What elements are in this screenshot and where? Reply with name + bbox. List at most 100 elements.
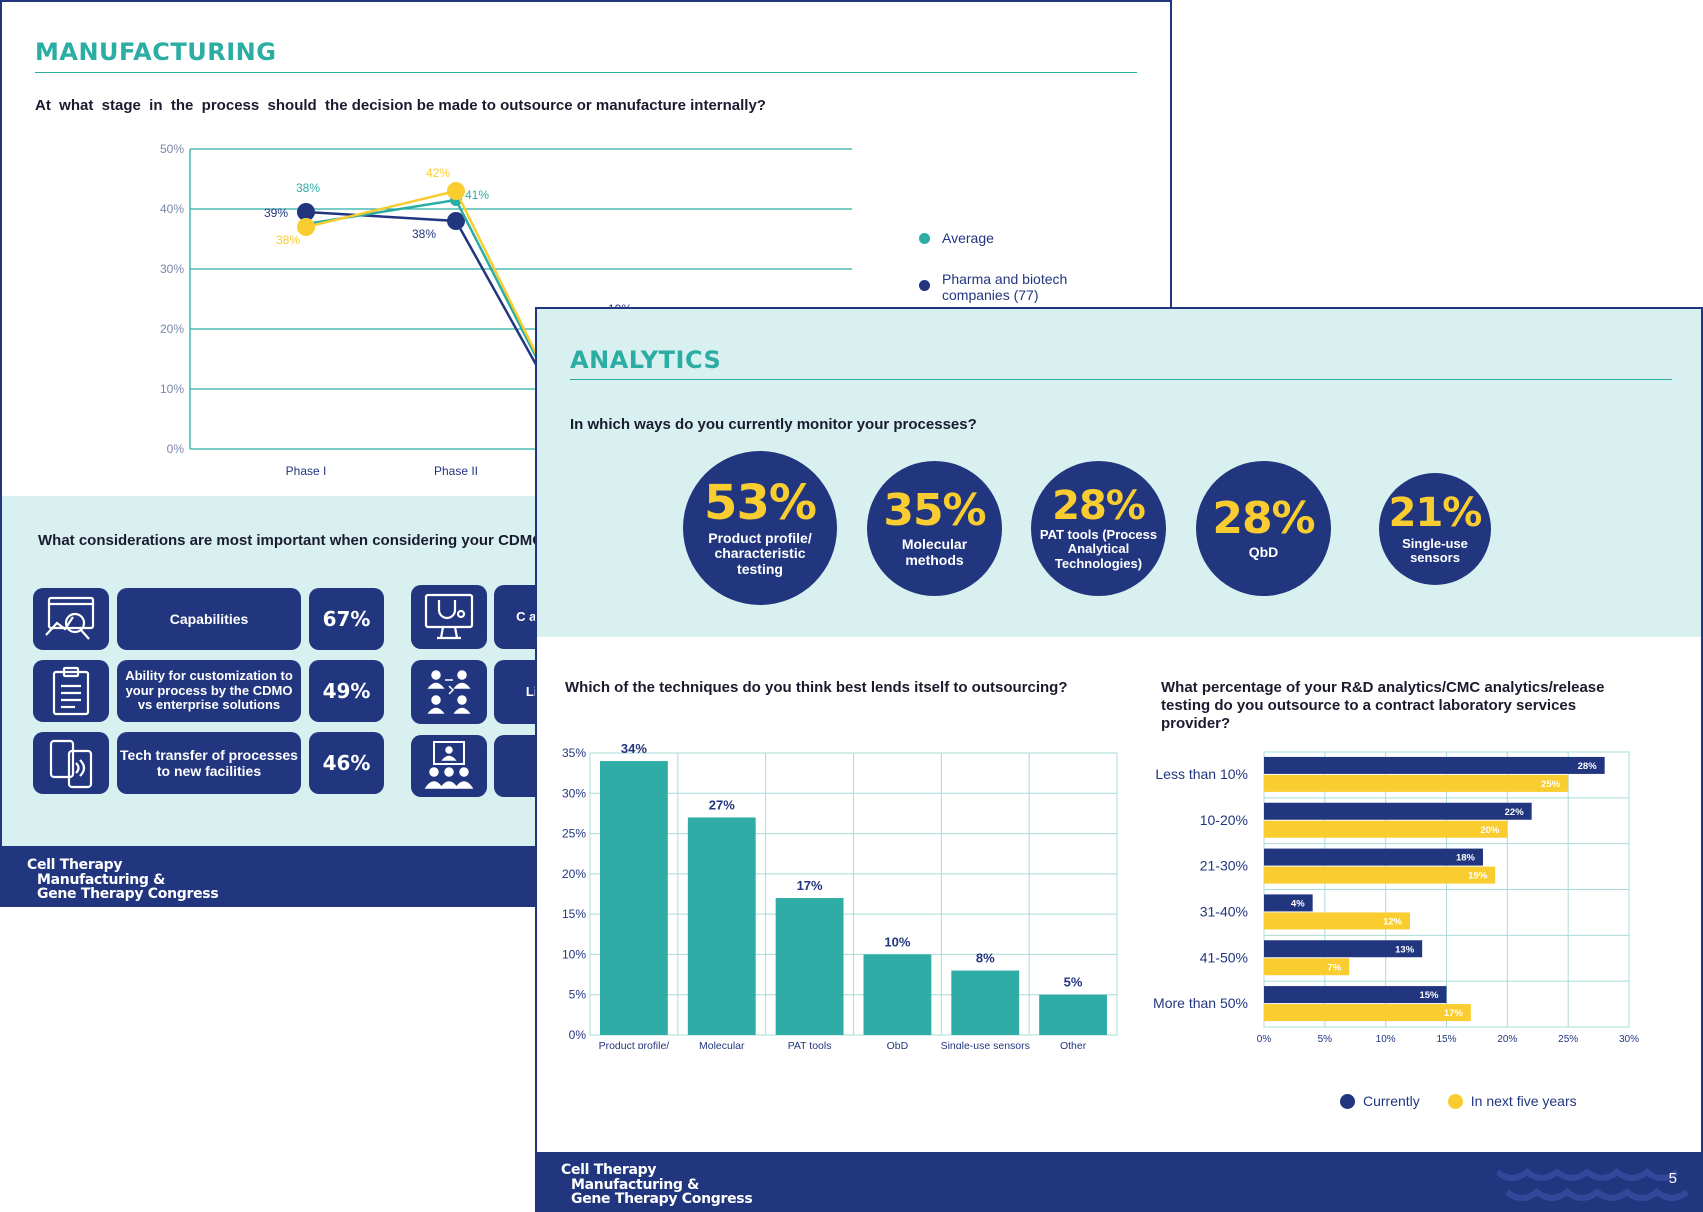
bar-value-label: 8% (976, 951, 995, 966)
bar-value-label: 27% (709, 797, 735, 812)
manufacturing-heading: MANUFACTURING (35, 38, 277, 66)
x-tick-label: 25% (1558, 1034, 1578, 1045)
logo-line-3: Gene Therapy Congress (37, 886, 219, 903)
logo-line-2: Manufacturing & (37, 871, 166, 888)
icon-tile-3 (33, 732, 109, 794)
y-tick-label: 30% (160, 262, 184, 276)
y-tick-label: 0% (167, 442, 185, 456)
x-tick-label: QbD (887, 1040, 909, 1049)
y-tick-label: Less than 10% (1155, 766, 1248, 782)
monitor-circle-1: 53% Product profile/ characteristic test… (683, 451, 837, 605)
legend-dot-next-five (1447, 1093, 1463, 1109)
monitor-circle-5: 21% Single-use sensors (1379, 473, 1491, 585)
bar-value-label: 4% (1291, 898, 1305, 909)
hbar-legend: Currently In next five years (1340, 1093, 1577, 1109)
legend-dot-currently (1340, 1093, 1355, 1109)
magnifier-chart-icon (45, 596, 95, 640)
bar (1264, 848, 1483, 866)
consideration-pct-2: 49% (309, 660, 384, 722)
data-label: 38% (412, 227, 436, 241)
x-tick-label: 20% (1497, 1034, 1517, 1045)
logo-line-1: Cell Therapy (27, 857, 123, 873)
icon-tile-6 (411, 735, 487, 797)
data-label: 38% (276, 233, 300, 247)
consideration-label-2: Ability for customization to your proces… (117, 660, 301, 722)
y-tick-label: 21-30% (1200, 858, 1248, 874)
y-tick-label: 30% (562, 786, 586, 800)
front-page: ANALYTICS In which ways do you currently… (535, 307, 1703, 1212)
analytics-heading: ANALYTICS (570, 346, 722, 374)
bar-value-label: 25% (1541, 779, 1561, 790)
monitor-pct-1: 53% (704, 474, 817, 531)
front-logo-line-2: Manufacturing & (571, 1176, 700, 1193)
bar (863, 954, 932, 1035)
wave-pattern-icon (1497, 1168, 1689, 1201)
monitor-label-3: PAT tools (Process Analytical Technologi… (1039, 527, 1158, 571)
bar (600, 761, 668, 1035)
front-footer: Cell Therapy Manufacturing & Gene Therap… (537, 1152, 1701, 1210)
bar (1264, 958, 1350, 976)
series-point (297, 203, 315, 221)
x-tick-label-line: PAT tools (788, 1040, 832, 1049)
x-tick-label: 5% (1318, 1034, 1333, 1045)
bar-value-label: 17% (1444, 1008, 1464, 1019)
bar (1039, 994, 1107, 1035)
bar-value-label: 10% (884, 934, 910, 949)
page-number: 5 (1668, 1170, 1677, 1187)
bar-value-label: 7% (1327, 962, 1341, 973)
bar-value-label: 22% (1505, 807, 1525, 818)
monitor-pct-4: 28% (1212, 492, 1315, 544)
bar (775, 898, 844, 1035)
x-tick-label-line: Single-use sensors (941, 1040, 1030, 1049)
x-tick-label: 30% (1619, 1034, 1639, 1045)
y-tick-label: 10% (562, 947, 586, 961)
bar (1264, 912, 1410, 930)
x-tick-label: Single-use sensors (941, 1040, 1030, 1049)
x-tick-label: Phase I (286, 464, 327, 477)
consideration-pct-3: 46% (309, 732, 384, 794)
y-tick-label: 15% (562, 907, 586, 921)
consideration-label-1: Capabilities (117, 588, 301, 650)
icon-tile-4 (411, 585, 487, 649)
x-tick-label: 15% (1436, 1034, 1456, 1045)
legend-label-next-five: In next five years (1470, 1093, 1577, 1109)
bar (951, 970, 1020, 1035)
consideration-label-3: Tech transfer of processes to new facili… (117, 732, 301, 794)
y-tick-label: 50% (160, 142, 184, 156)
data-label: 41% (465, 188, 489, 202)
bar-value-label: 19% (1468, 871, 1488, 882)
y-tick-label: 20% (160, 322, 184, 336)
y-tick-label: 31-40% (1200, 903, 1248, 919)
bar-value-label: 17% (797, 878, 823, 893)
techniques-bar-chart: 0% 5% 10% 15% 20% 25% 30% 35% 34% 27% 17% 10% 8% 5% Pr… (562, 741, 1118, 1049)
front-footer-logo: Cell Therapy Manufacturing & Gene Therap… (561, 1163, 753, 1207)
x-tick-label-line: Product profile/ (599, 1040, 670, 1049)
analytics-heading-rule (570, 379, 1672, 380)
back-footer-logo: Cell Therapy Manufacturing & Gene Therap… (27, 857, 219, 903)
tablet-transfer-icon (49, 739, 93, 789)
bar-value-label: 5% (1064, 975, 1083, 990)
data-label: 38% (296, 181, 320, 195)
legend-label-currently: Currently (1363, 1093, 1420, 1109)
y-tick-label: 41-50% (1200, 949, 1248, 965)
outsourcing-hbar-chart: 0% 5% 10% 15% 20% 25% 30% Less than 10% 28% 25% 10… (1153, 751, 1639, 1045)
monitor-label-4: QbD (1248, 543, 1279, 560)
bar-value-label: 12% (1383, 916, 1403, 927)
series-point (447, 212, 465, 230)
bar (1264, 866, 1496, 884)
monitor-stethoscope-icon (424, 593, 474, 640)
y-tick-label: 10-20% (1200, 812, 1248, 828)
bar-value-label: 18% (1456, 853, 1476, 864)
monitor-pct-5: 21% (1388, 489, 1483, 536)
heading-rule (35, 72, 1137, 73)
bar (687, 817, 756, 1035)
x-tick-label-line: Other (1060, 1040, 1087, 1049)
bar-value-label: 20% (1480, 825, 1500, 836)
stage-question: At what stage in the process should the … (35, 97, 766, 114)
y-tick-label: 25% (562, 827, 586, 841)
y-tick-label: 10% (160, 382, 184, 396)
presentation-audience-icon (424, 741, 474, 789)
series-point (447, 182, 465, 200)
